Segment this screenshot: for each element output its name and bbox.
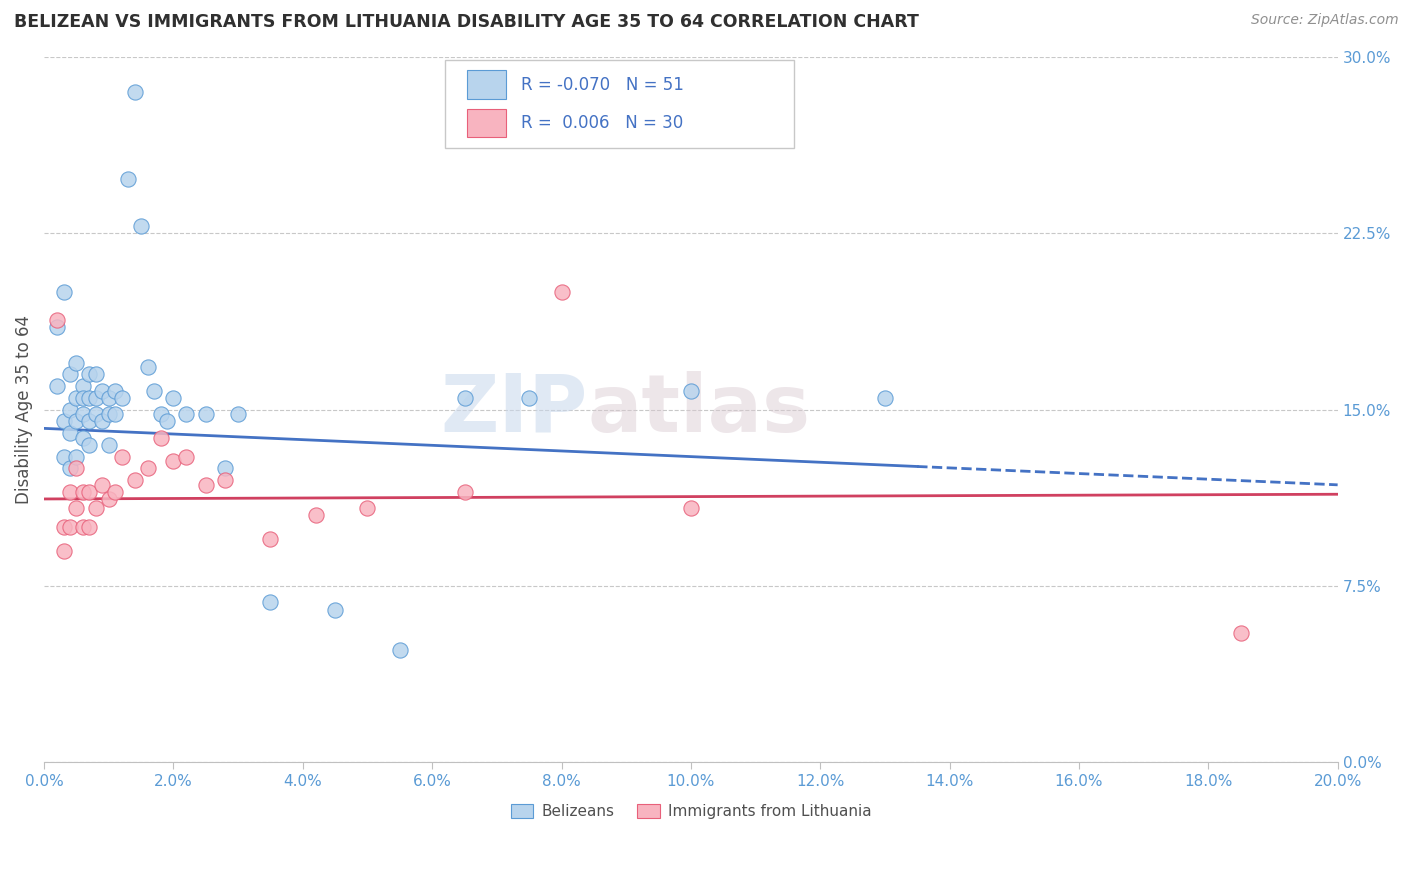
- Point: [104, 384, 127, 398]
- Point: [176, 407, 198, 421]
- Point: [65, 414, 87, 428]
- Point: [52, 450, 75, 464]
- FancyBboxPatch shape: [446, 60, 794, 148]
- Point: [72, 431, 94, 445]
- Text: Source: ZipAtlas.com: Source: ZipAtlas.com: [1251, 13, 1399, 28]
- Point: [59, 402, 82, 417]
- Point: [162, 391, 184, 405]
- Point: [136, 461, 159, 475]
- Point: [97, 407, 120, 421]
- Text: R = -0.070   N = 51: R = -0.070 N = 51: [522, 76, 685, 94]
- Point: [97, 491, 120, 506]
- Point: [65, 355, 87, 369]
- Point: [72, 407, 94, 421]
- Point: [52, 543, 75, 558]
- Point: [124, 85, 146, 99]
- Point: [65, 450, 87, 464]
- Point: [111, 450, 134, 464]
- Point: [194, 407, 217, 421]
- Point: [59, 368, 82, 382]
- Point: [84, 368, 107, 382]
- Text: R =  0.006   N = 30: R = 0.006 N = 30: [522, 113, 683, 132]
- Point: [104, 407, 127, 421]
- Point: [111, 391, 134, 405]
- Point: [46, 320, 69, 334]
- Point: [84, 407, 107, 421]
- Point: [356, 501, 378, 516]
- Y-axis label: Disability Age 35 to 64: Disability Age 35 to 64: [15, 315, 32, 504]
- Point: [79, 520, 101, 534]
- Point: [129, 219, 152, 233]
- Point: [84, 391, 107, 405]
- Point: [149, 407, 172, 421]
- FancyBboxPatch shape: [467, 70, 506, 99]
- Legend: Belizeans, Immigrants from Lithuania: Belizeans, Immigrants from Lithuania: [505, 798, 877, 825]
- Point: [79, 438, 101, 452]
- Point: [79, 484, 101, 499]
- Point: [117, 172, 139, 186]
- Point: [72, 520, 94, 534]
- Point: [226, 407, 249, 421]
- Point: [679, 501, 702, 516]
- Point: [156, 414, 179, 428]
- Point: [65, 391, 87, 405]
- Point: [79, 391, 101, 405]
- Point: [259, 595, 281, 609]
- Point: [149, 431, 172, 445]
- Point: [97, 438, 120, 452]
- Point: [72, 484, 94, 499]
- Point: [65, 501, 87, 516]
- Point: [46, 379, 69, 393]
- Point: [79, 414, 101, 428]
- FancyBboxPatch shape: [467, 109, 506, 136]
- Point: [388, 642, 411, 657]
- Point: [104, 484, 127, 499]
- Point: [176, 450, 198, 464]
- Point: [679, 384, 702, 398]
- Point: [91, 384, 114, 398]
- Point: [52, 520, 75, 534]
- Point: [79, 368, 101, 382]
- Text: atlas: atlas: [588, 370, 810, 449]
- Point: [305, 508, 328, 523]
- Point: [52, 285, 75, 299]
- Point: [97, 391, 120, 405]
- Point: [72, 379, 94, 393]
- Point: [162, 454, 184, 468]
- Text: ZIP: ZIP: [440, 370, 588, 449]
- Point: [59, 461, 82, 475]
- Point: [259, 532, 281, 546]
- Point: [323, 602, 346, 616]
- Point: [214, 461, 236, 475]
- Point: [124, 473, 146, 487]
- Point: [453, 484, 475, 499]
- Point: [453, 391, 475, 405]
- Point: [873, 391, 896, 405]
- Point: [59, 426, 82, 441]
- Point: [136, 360, 159, 375]
- Point: [65, 461, 87, 475]
- Point: [46, 313, 69, 327]
- Point: [52, 414, 75, 428]
- Point: [91, 478, 114, 492]
- Point: [194, 478, 217, 492]
- Point: [214, 473, 236, 487]
- Point: [59, 484, 82, 499]
- Point: [59, 520, 82, 534]
- Point: [517, 391, 540, 405]
- Point: [84, 501, 107, 516]
- Point: [72, 391, 94, 405]
- Point: [91, 414, 114, 428]
- Point: [143, 384, 166, 398]
- Point: [550, 285, 572, 299]
- Point: [1229, 626, 1251, 640]
- Text: BELIZEAN VS IMMIGRANTS FROM LITHUANIA DISABILITY AGE 35 TO 64 CORRELATION CHART: BELIZEAN VS IMMIGRANTS FROM LITHUANIA DI…: [14, 13, 920, 31]
